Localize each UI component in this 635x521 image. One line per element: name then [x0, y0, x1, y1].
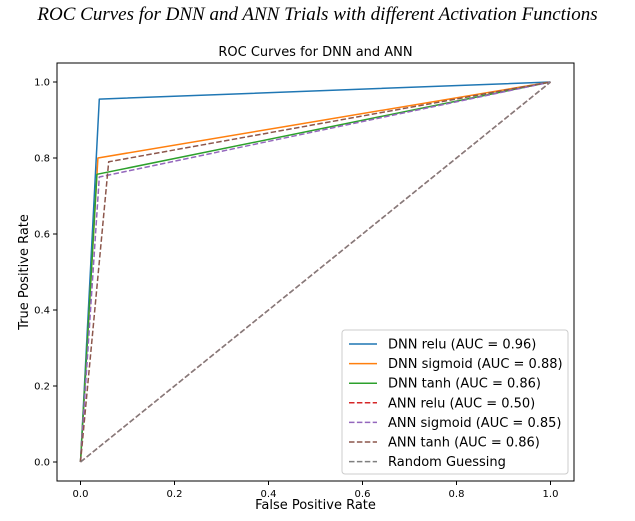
legend-entry: Random Guessing [388, 455, 506, 470]
y-tick-label: 1.0 [34, 78, 50, 89]
series-layer [79, 81, 551, 463]
series-line-5 [79, 81, 551, 463]
figure-caption: ROC Curves for DNN and ANN Trials with d… [37, 4, 598, 25]
y-tick-label: 0.6 [34, 230, 50, 241]
y-tick-label: 0.8 [34, 154, 50, 165]
x-tick-label: 0.2 [167, 489, 183, 500]
y-tick-label: 0.0 [34, 458, 50, 469]
x-tick-label: 0.0 [73, 489, 89, 500]
y-tick-label: 0.4 [34, 306, 50, 317]
y-axis-ticks: 0.0 0.2 0.4 0.6 0.8 1.0 [34, 78, 57, 469]
legend-entry: ANN relu (AUC = 0.50) [388, 396, 535, 411]
x-axis-label: False Positive Rate [255, 498, 376, 513]
x-tick-label: 0.4 [261, 489, 277, 500]
x-axis-ticks: 0.0 0.2 0.4 0.6 0.8 1.0 [73, 481, 559, 500]
legend-entry: ANN sigmoid (AUC = 0.85) [388, 416, 561, 431]
x-tick-label: 0.8 [449, 489, 465, 500]
legend: DNN relu (AUC = 0.96) DNN sigmoid (AUC = … [341, 329, 569, 475]
plot-area [56, 62, 575, 482]
x-tick-label: 1.0 [543, 489, 559, 500]
chart-title: ROC Curves for DNN and ANN [218, 45, 412, 60]
series-line-7 [80, 81, 551, 463]
x-tick-label: 0.6 [355, 489, 371, 500]
legend-entry: ANN tanh (AUC = 0.86) [388, 436, 540, 451]
y-tick-label: 0.2 [34, 382, 50, 393]
legend-entry: DNN relu (AUC = 0.96) [388, 338, 536, 353]
legend-box [341, 329, 569, 475]
legend-entry: DNN tanh (AUC = 0.86) [388, 377, 541, 392]
legend-entry: DNN sigmoid (AUC = 0.88) [388, 357, 563, 372]
series-line-3 [79, 81, 551, 463]
series-line-6 [79, 81, 551, 463]
y-axis-label: True Positive Rate [17, 214, 32, 331]
